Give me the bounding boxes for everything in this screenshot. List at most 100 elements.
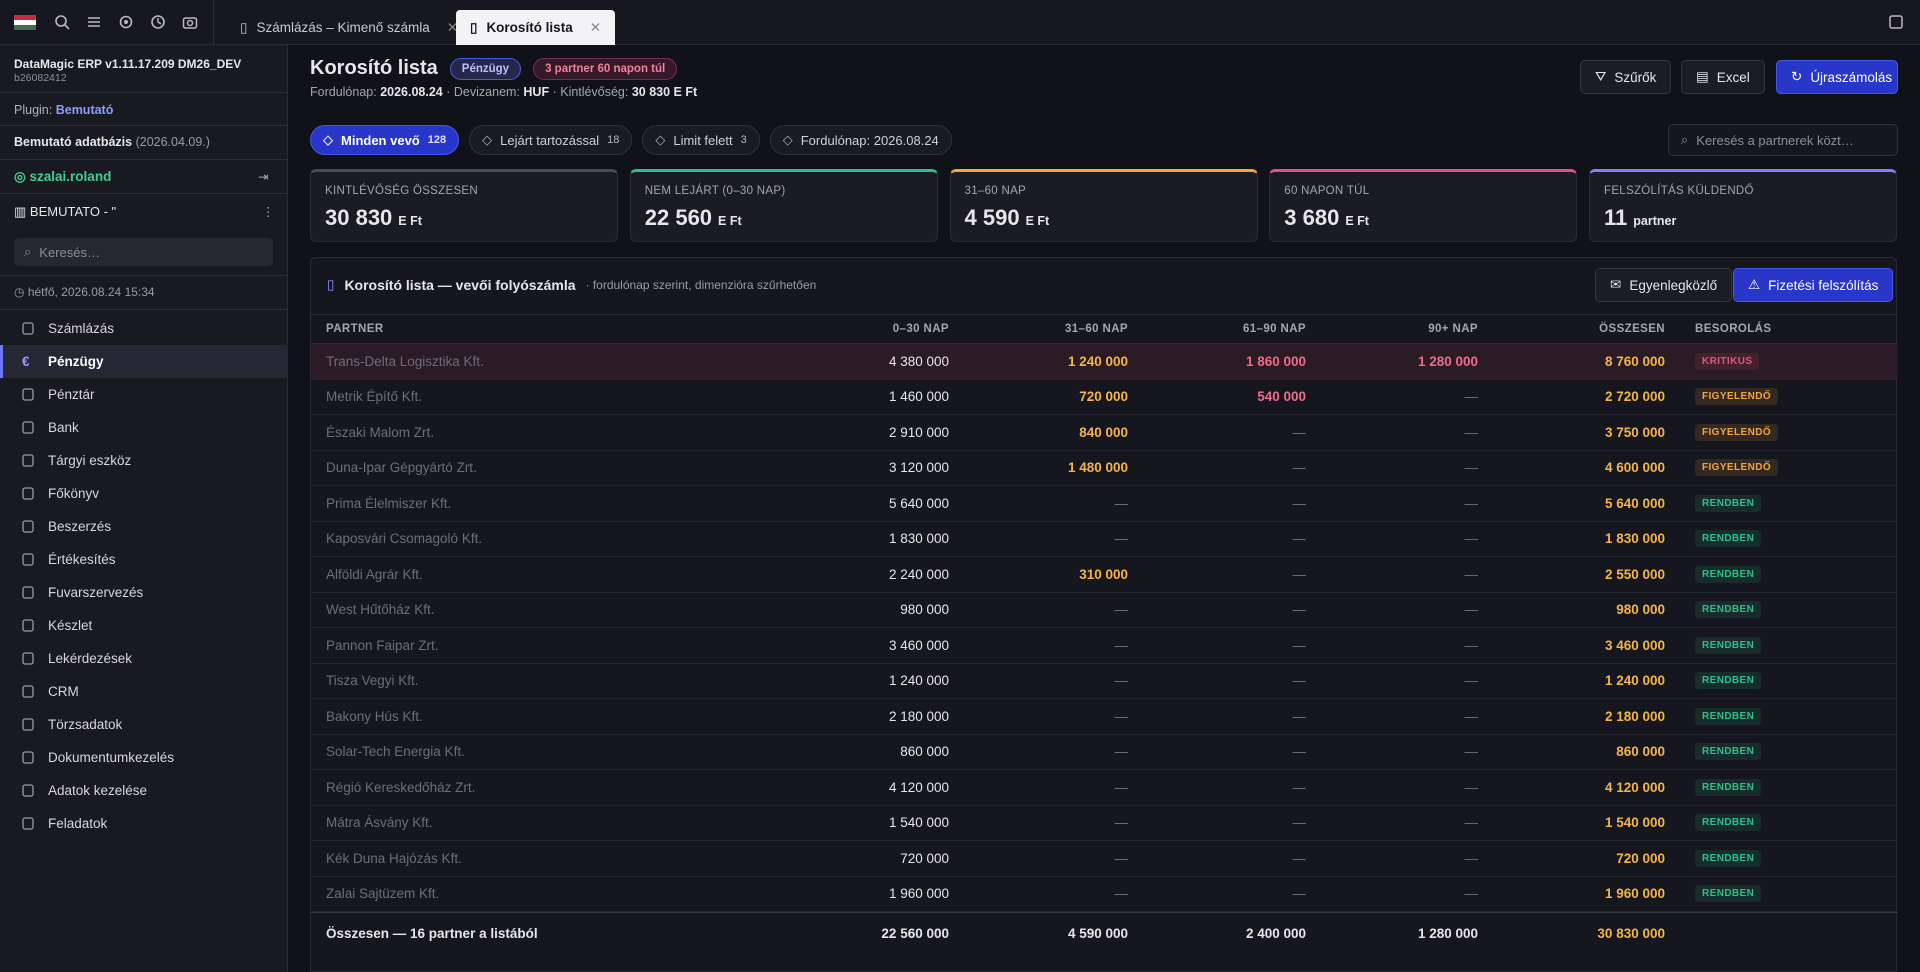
reminder-button[interactable]: ⚠ Fizetési felszólítás <box>1733 268 1894 302</box>
menu-item[interactable]: Fuvarszervezés <box>0 576 288 609</box>
menu-item[interactable]: Készlet <box>0 609 288 642</box>
column-header: BESOROLÁS <box>1695 323 1772 335</box>
user[interactable]: ◎ szalai.roland <box>14 169 112 184</box>
table-cell: — <box>1114 673 1129 689</box>
datetime: ◷ hétfő, 2026.08.24 15:34 <box>14 285 155 299</box>
table-cell: 5 640 000 <box>888 495 949 511</box>
status-cell: RENDBEN <box>1680 557 1898 592</box>
menu-item[interactable]: Tárgyi eszköz <box>0 444 288 477</box>
menu-item[interactable]: Törzsadatok <box>0 708 288 741</box>
menu-item[interactable]: Számlázás <box>0 312 288 345</box>
chip-icon: ◇ <box>655 132 666 147</box>
history-icon[interactable] <box>150 14 166 30</box>
menu-item[interactable]: Dokumentumkezelés <box>0 741 288 774</box>
separator: · <box>446 85 451 99</box>
database: Bemutató adatbázis (2026.04.09.) <box>14 135 210 149</box>
table-cell: — <box>1464 886 1479 902</box>
menu-item[interactable]: Pénztár <box>0 378 288 411</box>
camera-icon[interactable] <box>182 14 198 30</box>
table-cell: Prima Élelmiszer Kft. <box>326 495 452 511</box>
table-row: Solar-Tech Energia Kft. 860 000 — — — 860 000… <box>311 735 1898 770</box>
menu-item[interactable]: Beszerzés <box>0 510 288 543</box>
meta-label: Fordulónap: <box>310 85 377 99</box>
logout-icon[interactable]: ⇥ <box>258 170 269 184</box>
table-cell: 3 460 000 <box>888 637 949 653</box>
kpi-unit: E Ft <box>1345 214 1369 228</box>
statement-button[interactable]: ✉ Egyenlegközlő <box>1595 268 1733 302</box>
table-cell: — <box>1464 531 1479 547</box>
kpi-card: FELSZÓLÍTÁS KÜLDENDŐ 11 partner <box>1589 169 1897 242</box>
table-cell: 720 000 <box>1079 389 1128 405</box>
meta-value: 30 830 E Ft <box>631 85 698 99</box>
status-cell: RENDBEN <box>1680 486 1898 521</box>
user-name: szalai.roland <box>29 169 112 184</box>
menu-label: Számlázás <box>48 321 115 336</box>
table-cell: 1 860 000 <box>1245 353 1306 369</box>
status-cell: RENDBEN <box>1680 593 1898 628</box>
sidebar: DataMagic ERP v1.11.17.209 DM26_DEV b260… <box>0 45 288 972</box>
menu-item[interactable]: € Pénzügy <box>0 345 288 378</box>
partner-search[interactable]: ⌕ Keresés a partnerek közt… <box>1668 124 1898 156</box>
menu-item[interactable]: Adatok kezelése <box>0 774 288 807</box>
table-cell: — <box>1464 495 1479 511</box>
tab[interactable]: ▯ Számlázás – Kimenő számla ✕ <box>240 19 459 36</box>
menu-label: Készlet <box>48 618 93 633</box>
plugin-value: Bemutató <box>55 103 114 117</box>
datetime-text: hétfő, 2026.08.24 15:34 <box>27 285 155 299</box>
settings-sliders-icon[interactable] <box>86 14 102 30</box>
search-placeholder: Keresés a partnerek közt… <box>1696 132 1854 148</box>
table-cell: 1 480 000 <box>1067 460 1128 476</box>
flag-icon[interactable] <box>14 15 36 30</box>
table-cell: 720 000 <box>1616 850 1665 866</box>
table-row: Északi Malom Zrt. 2 910 000 840 000 — — 3 750… <box>311 415 1898 451</box>
table-cell: — <box>1292 460 1307 476</box>
status-pill: KRITIKUS <box>1695 352 1760 370</box>
gear-icon[interactable] <box>118 14 134 30</box>
filter-chip[interactable]: ◇ Limit felett 3 <box>642 125 760 155</box>
company[interactable]: ▥ BEMUTATO - " <box>14 204 117 219</box>
status-cell: FIGYELENDŐ <box>1680 451 1898 486</box>
filter-chip[interactable]: ◇ Minden vevő 128 <box>310 125 460 155</box>
total-cell: 30 830 000 <box>1597 926 1665 941</box>
kpi-value-row: 11 partner <box>1604 205 1882 231</box>
menu-item[interactable]: Főkönyv <box>0 477 288 510</box>
status-pill: FIGYELENDŐ <box>1695 459 1779 477</box>
table-row: Kaposvári Csomagoló Kft. 1 830 000 — — — 1 83… <box>311 522 1898 557</box>
table-cell: 860 000 <box>900 744 949 760</box>
excel-button[interactable]: ▤ Excel <box>1681 60 1765 94</box>
menu-label: Fuvarszervezés <box>48 585 144 600</box>
column-header: 31–60 NAP <box>1064 323 1128 335</box>
table-cell: Régió Kereskedőház Zrt. <box>326 779 476 795</box>
company-name: BEMUTATO - " <box>29 204 117 219</box>
filter-chip[interactable]: ◇ Fordulónap: 2026.08.24 <box>769 125 952 155</box>
menu-item[interactable]: Bank <box>0 411 288 444</box>
layout-icon[interactable] <box>1888 14 1904 30</box>
kpi-unit: E Ft <box>718 214 742 228</box>
sidebar-search[interactable]: ⌕ Keresés… <box>14 238 273 266</box>
kpi-value: 22 560 <box>644 205 713 230</box>
menu-item[interactable]: Értékesítés <box>0 543 288 576</box>
menu-icon <box>22 817 34 830</box>
status-pill: RENDBEN <box>1695 849 1762 867</box>
table-cell: 4 120 000 <box>1604 779 1665 795</box>
status-cell: RENDBEN <box>1680 628 1898 663</box>
panel-subtitle: · fordulónap szerint, dimenzióra szűrhet… <box>585 278 817 292</box>
more-icon[interactable]: ⋮ <box>262 205 275 219</box>
menu-item[interactable]: CRM <box>0 675 288 708</box>
filters-button[interactable]: ⛛ Szűrők <box>1580 60 1672 94</box>
table-cell: — <box>1464 708 1479 724</box>
menu-item[interactable]: Lekérdezések <box>0 642 288 675</box>
table-cell: 8 760 000 <box>1604 353 1665 369</box>
recalc-button[interactable]: ↻ Újraszámolás <box>1776 60 1898 94</box>
menu-icon <box>22 454 34 467</box>
menu-item[interactable]: Feladatok <box>0 807 288 840</box>
status-cell: RENDBEN <box>1680 806 1898 841</box>
table-cell: — <box>1114 744 1129 760</box>
search-icon[interactable] <box>54 14 70 30</box>
menu-icon <box>22 784 34 797</box>
chip-label: Lejárt tartozással <box>500 132 600 148</box>
menu-icon <box>22 388 34 401</box>
tab-active[interactable]: ▯ Korosító lista ✕ <box>456 10 616 45</box>
chip-count: 18 <box>607 134 620 146</box>
filter-chip[interactable]: ◇ Lejárt tartozással 18 <box>469 125 633 155</box>
